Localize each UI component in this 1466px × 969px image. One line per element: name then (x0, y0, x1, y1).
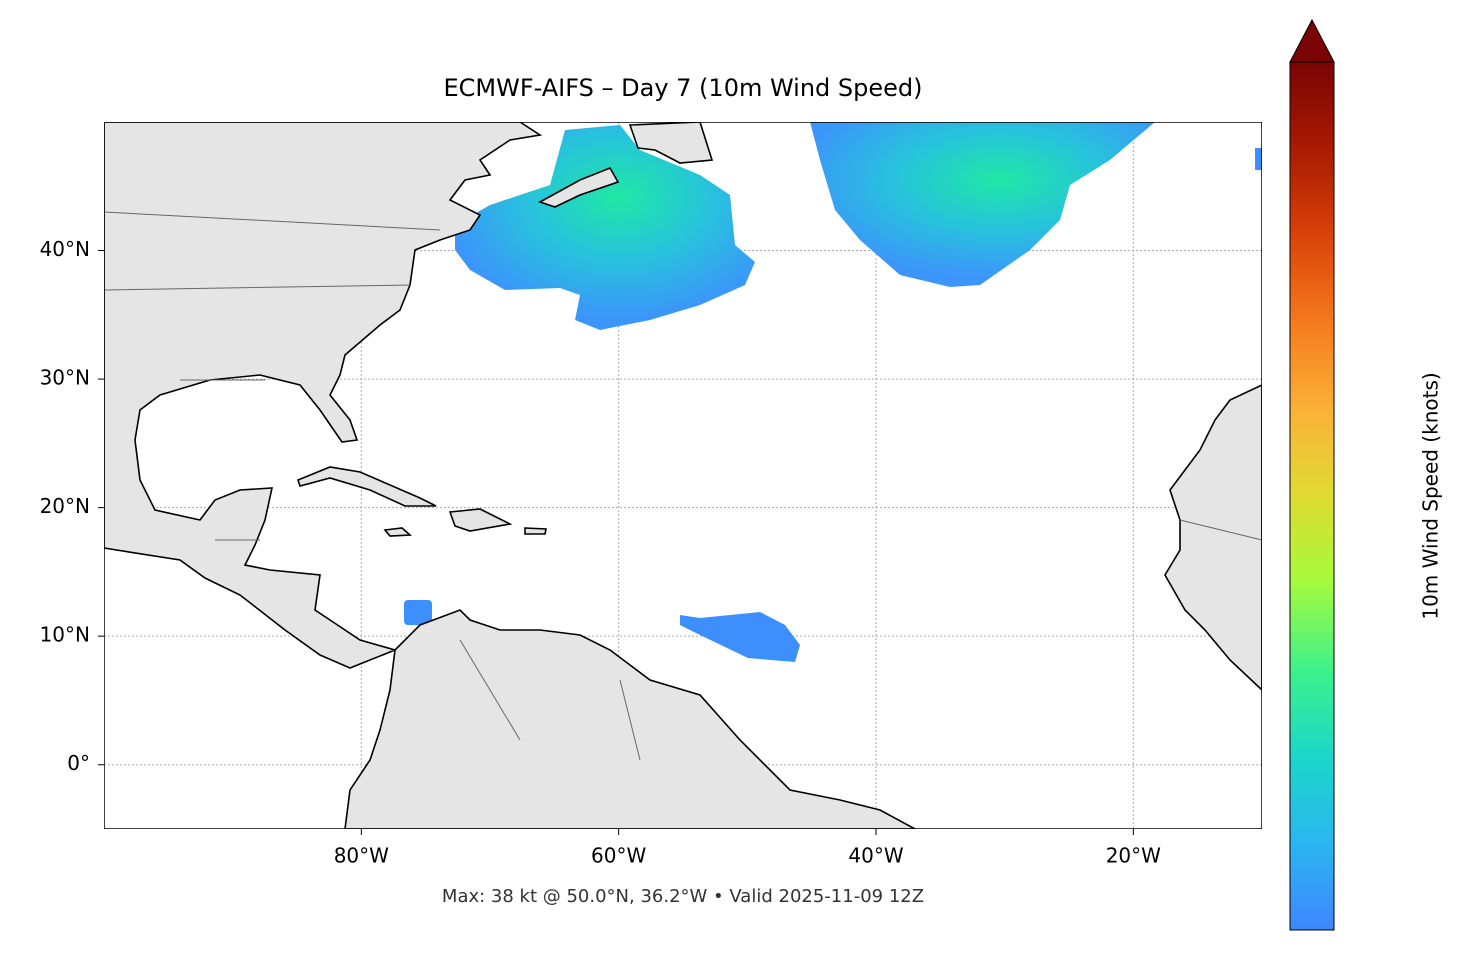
wind-field (455, 125, 755, 330)
wind-field (404, 600, 432, 625)
y-tick-label: 30°N (40, 366, 90, 390)
africa (1164, 384, 1262, 692)
newfoundland (628, 122, 714, 164)
colorbar-scale (1289, 61, 1335, 931)
footer-note: Max: 38 kt @ 50.0°N, 36.2°W • Valid 2025… (442, 886, 924, 907)
axis-ticks: 80°W 60°W 40°W 20°W 0° 10°N 20°N 30°N 40°N (40, 237, 1162, 867)
colorbar-label: 10m Wind Speed (knots) (1419, 372, 1443, 619)
colorbar: 10m Wind Speed (knots) (1289, 18, 1443, 931)
wind-field (680, 612, 800, 662)
jamaica (383, 527, 413, 537)
x-tick-label: 40°W (848, 844, 903, 868)
puerto-rico (524, 527, 547, 535)
north-america (104, 122, 543, 669)
colorbar-extend (1289, 18, 1335, 63)
y-tick-label: 40°N (40, 237, 90, 261)
y-tick-label: 10°N (40, 623, 90, 647)
cuba (297, 466, 437, 507)
x-tick-label: 80°W (334, 844, 389, 868)
nova-scotia (538, 166, 620, 208)
y-tick-label: 0° (67, 751, 90, 775)
map-title: ECMWF-AIFS – Day 7 (10m Wind Speed) (443, 74, 922, 102)
y-tick-label: 20°N (40, 494, 90, 518)
x-tick-label: 20°W (1106, 844, 1161, 868)
map-area (104, 122, 1262, 829)
country-border (104, 211, 1262, 761)
wind-field (1255, 148, 1262, 170)
wind-field (810, 122, 1155, 287)
hispaniola (448, 508, 513, 532)
x-tick-label: 60°W (591, 844, 646, 868)
